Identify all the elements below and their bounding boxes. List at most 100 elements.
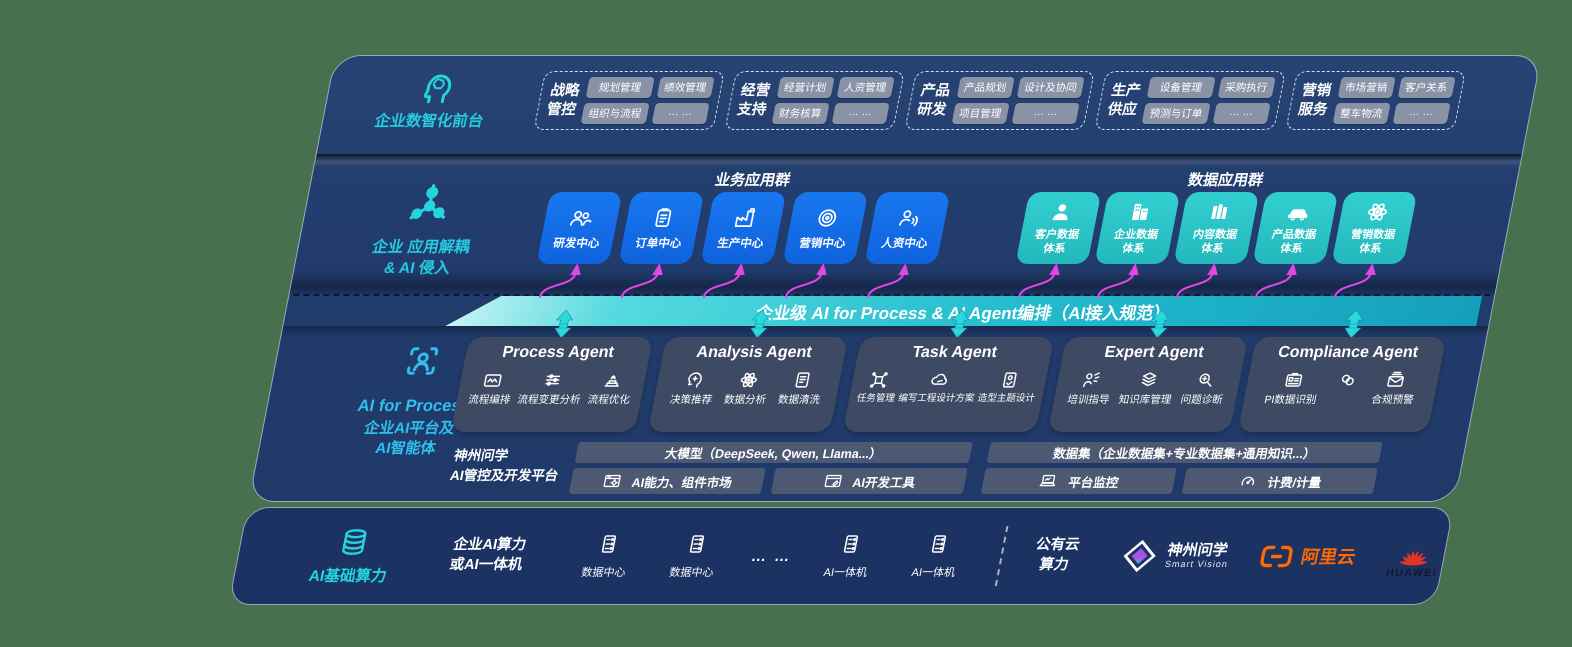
pill: 预测与订单 <box>1141 103 1211 124</box>
business-apps-title: 业务应用群 <box>713 172 792 189</box>
group-marketing-service: 营销服务 市场营销 客户关系 整车物流 … … <box>1284 71 1466 130</box>
vendor-name: HUAWEI <box>1385 566 1439 579</box>
car-icon <box>1287 209 1308 221</box>
node-datacenter-1: 数据中心 <box>558 532 655 580</box>
data-content: 内容数据体系 <box>1173 192 1260 264</box>
architecture-diagram: 企业数智化前台 战略管控 规划管理 绩效管理 组织与流程 … … 经营支持 经营… <box>228 55 1542 606</box>
flow-icon <box>484 374 502 387</box>
agent-title: Expert Agent <box>1103 344 1206 361</box>
enterprise-compute-label: 企业AI算力 或AI一体机 <box>448 537 528 573</box>
pill: … … <box>1011 103 1080 124</box>
analysis-agent-card: Analysis Agent 决策推荐 数据分析 数据清洗 <box>647 337 849 432</box>
agent-item: 造型主题设计 <box>976 369 1040 405</box>
infra-title: AI基础算力 <box>307 568 389 585</box>
mail-alert-icon <box>1387 371 1405 387</box>
layer-step-divider <box>314 154 1522 168</box>
head-gear-icon <box>687 372 702 388</box>
agent-item: 数据分析 <box>723 369 772 406</box>
agent-item: 数据清洗 <box>777 369 826 406</box>
group-product-rd: 产品研发 产品规划 设计及协同 项目管理 … … <box>903 71 1095 130</box>
platform-label: 神州问学 AI管控及开发平台 <box>448 448 560 483</box>
optimize-icon <box>604 375 619 387</box>
group-title: 产品研发 <box>915 83 952 118</box>
people-icon <box>569 210 592 226</box>
person-focus-icon <box>406 347 439 375</box>
app-rd-center: 研发中心 <box>536 192 623 264</box>
server-icon <box>843 535 859 553</box>
person-waves-icon <box>898 210 918 227</box>
cloud-pen-icon <box>931 373 947 385</box>
agent-item: 合规预警 <box>1370 369 1419 406</box>
layer-step-divider <box>289 270 1500 294</box>
app-hr-center: 人资中心 <box>864 192 951 264</box>
group-title: 生产供应 <box>1106 83 1142 118</box>
building-icon <box>1131 204 1149 221</box>
server-icon <box>931 535 947 553</box>
task-agent-card: Task Agent 任务管理 编写工程设计方案 造型主题设计 <box>842 337 1055 432</box>
vendor-tagline: Smart Vision <box>1164 559 1229 570</box>
app-label: 内容数据体系 <box>1191 229 1239 255</box>
atom-icon <box>740 372 757 388</box>
node-ai-appliance-2: AI一体机 <box>888 532 985 580</box>
group-title: 战略管控 <box>545 83 581 118</box>
app-order-center: 订单中心 <box>618 192 705 264</box>
dataset-group: 数据集（企业数据集+专业数据集+通用知识...） 平台监控 计费/计量 <box>980 442 1383 494</box>
ai-orchestration-band: 企业级 AI for Process & AI Agent编排（AI接入规范） <box>445 296 1482 326</box>
pill: 经营计划 <box>776 77 835 98</box>
infra-label: AI基础算力 <box>285 526 419 586</box>
model-group: 大模型（DeepSeek, Qwen, Llama...） AI能力、组件市场 … <box>568 442 973 494</box>
integration-dashed-line <box>293 294 1491 296</box>
agent-title: Process Agent <box>500 344 616 361</box>
front-office-title: 企业数智化前台 <box>373 113 485 130</box>
agent-item: 培训指导 <box>1066 369 1115 406</box>
pill: 整车物流 <box>1332 103 1391 124</box>
group-operation: 经营支持 经营计划 人资管理 财务核算 … … <box>723 71 905 130</box>
pill: 规划管理 <box>585 77 655 98</box>
front-office-groups: 战略管控 规划管理 绩效管理 组织与流程 … … 经营支持 经营计划 人资管理 … <box>529 71 1466 154</box>
ai-orchestration-label: 企业级 AI for Process & AI Agent编排（AI接入规范） <box>754 303 1173 323</box>
server-icon <box>689 535 705 553</box>
layer-step-divider <box>281 326 1489 337</box>
pill: … … <box>1392 103 1451 124</box>
design-doc-icon <box>1002 372 1017 388</box>
business-apps: 研发中心 订单中心 生产中心 营销中心 <box>536 192 951 264</box>
agent-title: Task Agent <box>910 344 999 361</box>
dataset-cell-billing: 计费/计量 <box>1181 468 1378 494</box>
agent-item: 任务管理 <box>855 369 900 405</box>
agent-item: 流程编排 <box>467 369 516 406</box>
compliance-agent-card: Compliance Agent PI数据识别 数据权限 & 安全 合规预警 <box>1237 337 1447 432</box>
devtools-icon <box>824 474 842 488</box>
pill: … … <box>651 103 710 124</box>
model-header: 大模型（DeepSeek, Qwen, Llama...） <box>574 442 973 463</box>
pill: 产品规划 <box>956 77 1015 98</box>
clipboard-icon <box>655 208 672 227</box>
agent-title: Compliance Agent <box>1276 344 1420 361</box>
app-label: 订单中心 <box>634 238 683 250</box>
vendor-smartvision: 神州问学 Smart Vision <box>1117 537 1233 575</box>
data-apps-title: 数据应用群 <box>1186 172 1265 189</box>
data-marketing: 营销数据体系 <box>1331 192 1418 264</box>
agent-item: 数据权限 & 安全 <box>1332 369 1361 406</box>
training-icon <box>1083 372 1101 388</box>
pill: 财务核算 <box>771 103 830 124</box>
brain-head-icon <box>423 74 452 104</box>
pill: 设备管理 <box>1146 77 1216 98</box>
agent-title: Analysis Agent <box>695 344 814 361</box>
public-cloud-label: 公有云 算力 <box>1034 537 1081 573</box>
pill: 人资管理 <box>836 77 895 98</box>
group-title: 营销服务 <box>1296 83 1333 118</box>
pill: … … <box>831 103 890 124</box>
app-label: 营销中心 <box>798 238 847 250</box>
group-strategy: 战略管控 规划管理 绩效管理 组织与流程 … … <box>533 71 725 130</box>
app-label: 营销数据体系 <box>1349 229 1397 255</box>
vendor-huawei: HUAWEI <box>1385 534 1445 579</box>
link-lock-icon <box>1341 374 1354 386</box>
app-label: 客户数据体系 <box>1033 229 1081 255</box>
pill: 采购执行 <box>1217 77 1276 98</box>
app-label: 人资中心 <box>880 238 929 250</box>
data-enterprise: 企业数据体系 <box>1094 192 1181 264</box>
database-icon <box>342 529 367 555</box>
layers-icon <box>1141 372 1157 387</box>
robot-icon <box>870 372 889 388</box>
vendor-aliyun: 阿里云 <box>1257 543 1358 569</box>
